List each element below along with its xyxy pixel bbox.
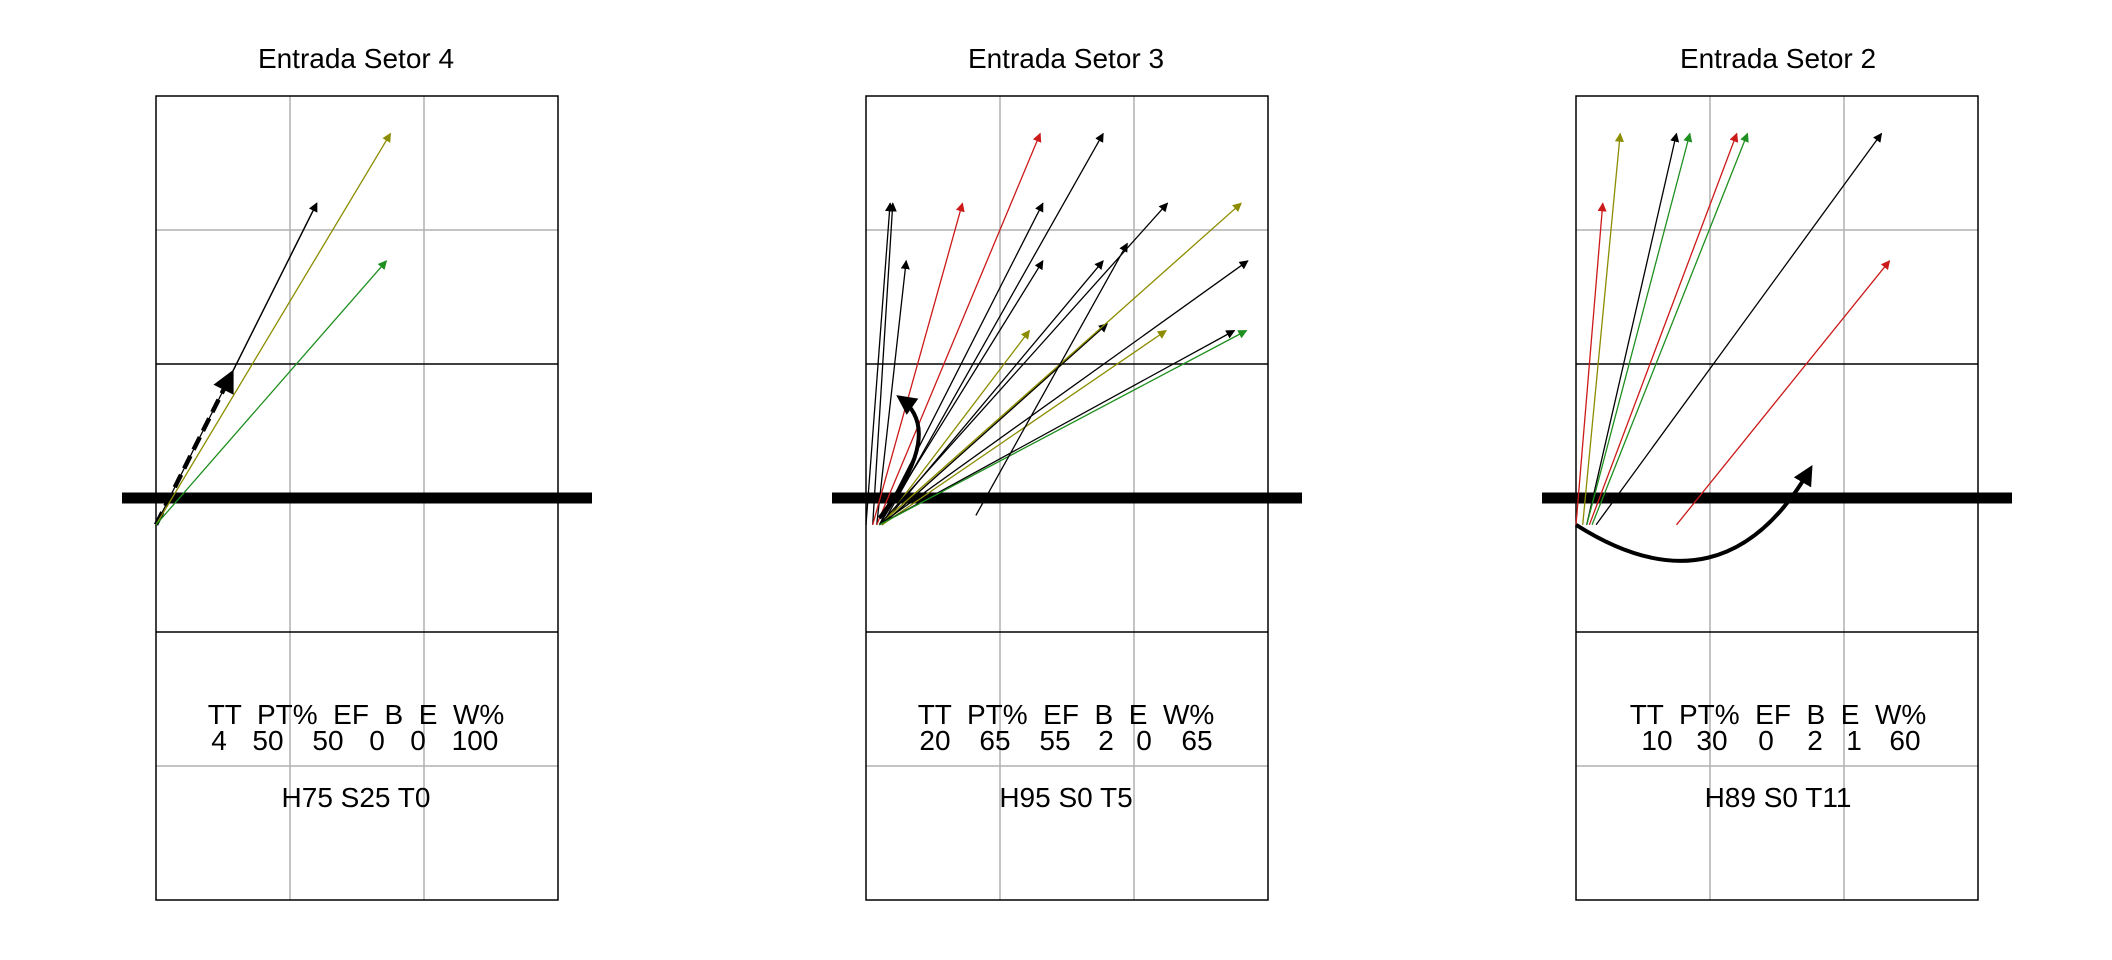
stat-w: 65 [1181, 725, 1212, 756]
stat-w: 60 [1889, 725, 1920, 756]
attack-arrow [879, 329, 1248, 526]
attack-arrow [879, 260, 1249, 526]
stat-pt: 65 [979, 725, 1010, 756]
attack-arrows [865, 132, 1249, 526]
summary-label: H89 S0 T11 [1705, 782, 1852, 813]
panel-title: Entrada Setor 3 [968, 43, 1164, 74]
stat-b: 2 [1807, 725, 1823, 756]
attack-arrow [881, 329, 1031, 526]
stat-ef: 50 [312, 725, 343, 756]
stat-tt: 10 [1641, 725, 1672, 756]
court-grid [1542, 95, 2012, 901]
attack-arrow [1591, 132, 1749, 526]
summary-label: H95 S0 T5 [999, 782, 1132, 813]
attack-arrows [153, 132, 392, 526]
stats-header: TT PT% EF B E W% [1630, 699, 1927, 730]
stat-e: 0 [410, 725, 426, 756]
stats-values: 20 65 55 2 0 65 [919, 725, 1212, 756]
attack-arrow [1588, 132, 1739, 526]
attack-arrow [879, 329, 1236, 526]
stat-pt: 50 [252, 725, 283, 756]
stat-tt: 20 [919, 725, 950, 756]
stats-header: TT PT% EF B E W% [918, 699, 1215, 730]
attack-arrow [975, 242, 1128, 516]
attack-arrow [876, 132, 1042, 526]
attack-arrow [1675, 260, 1891, 526]
stat-w: 100 [452, 725, 499, 756]
panel-title: Entrada Setor 2 [1680, 43, 1876, 74]
stat-b: 0 [369, 725, 385, 756]
stat-pt: 30 [1696, 725, 1727, 756]
panel-setor-4: Entrada Setor 4 TT PT% EF B E W% 4 50 50… [122, 43, 592, 901]
stats-values: 10 30 0 2 1 60 [1641, 725, 1920, 756]
summary-label: H75 S25 T0 [282, 782, 431, 813]
curved-arrow [1574, 465, 1813, 563]
attack-arrow [1586, 132, 1693, 525]
curved-arrow [877, 395, 921, 520]
attack-arrow [872, 202, 965, 525]
attack-arrow [878, 202, 1044, 526]
attack-arrow [155, 202, 318, 526]
court-grid [122, 95, 592, 901]
stat-b: 2 [1098, 725, 1114, 756]
panel-setor-3: Entrada Setor 3 TT PT% EF B E W% 20 65 5… [832, 43, 1302, 901]
stats-values: 4 50 50 0 0 100 [211, 725, 498, 756]
attack-arrow [1582, 132, 1624, 525]
stat-e: 1 [1846, 725, 1862, 756]
attack-arrow [865, 202, 895, 525]
attack-arrow [872, 202, 897, 525]
panel-title: Entrada Setor 4 [258, 43, 454, 74]
attack-arrow [1575, 202, 1607, 525]
attack-arrow [876, 259, 910, 525]
stat-tt: 4 [211, 725, 227, 756]
attack-arrows [1574, 132, 1891, 563]
attack-arrow [1595, 132, 1883, 526]
attack-arrow [155, 260, 388, 526]
stat-ef: 0 [1758, 725, 1774, 756]
attack-arrow [155, 132, 392, 526]
stat-ef: 55 [1039, 725, 1070, 756]
stat-e: 0 [1136, 725, 1152, 756]
panel-setor-2: Entrada Setor 2 TT PT% EF B E W% 10 30 0… [1542, 43, 2012, 901]
attack-arrow [881, 132, 1104, 526]
stats-header: TT PT% EF B E W% [208, 699, 505, 730]
attack-arrow [881, 323, 1108, 526]
attack-arrow [1586, 132, 1680, 525]
